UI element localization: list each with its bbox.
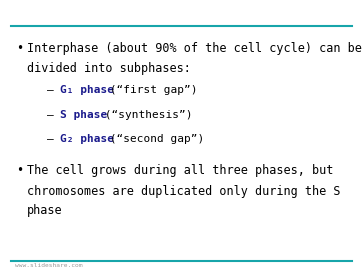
Text: –: – <box>47 85 54 95</box>
Text: Interphase (about 90% of the cell cycle) can be: Interphase (about 90% of the cell cycle)… <box>27 42 362 55</box>
Text: –: – <box>47 110 54 119</box>
Text: (“first gap”): (“first gap”) <box>103 85 197 95</box>
Text: G₁ phase: G₁ phase <box>60 85 114 95</box>
Text: •: • <box>16 164 24 177</box>
Text: The cell grows during all three phases, but: The cell grows during all three phases, … <box>27 164 334 177</box>
Text: www.slideshare.com: www.slideshare.com <box>15 263 82 268</box>
Text: divided into subphases:: divided into subphases: <box>27 62 191 75</box>
Text: chromosomes are duplicated only during the S: chromosomes are duplicated only during t… <box>27 185 341 198</box>
Text: (“synthesis”): (“synthesis”) <box>98 110 192 119</box>
Text: –: – <box>47 134 54 144</box>
Text: (“second gap”): (“second gap”) <box>103 134 204 144</box>
Text: •: • <box>16 42 24 55</box>
Text: phase: phase <box>27 204 63 217</box>
Text: S phase: S phase <box>60 110 107 119</box>
Text: G₂ phase: G₂ phase <box>60 134 114 144</box>
